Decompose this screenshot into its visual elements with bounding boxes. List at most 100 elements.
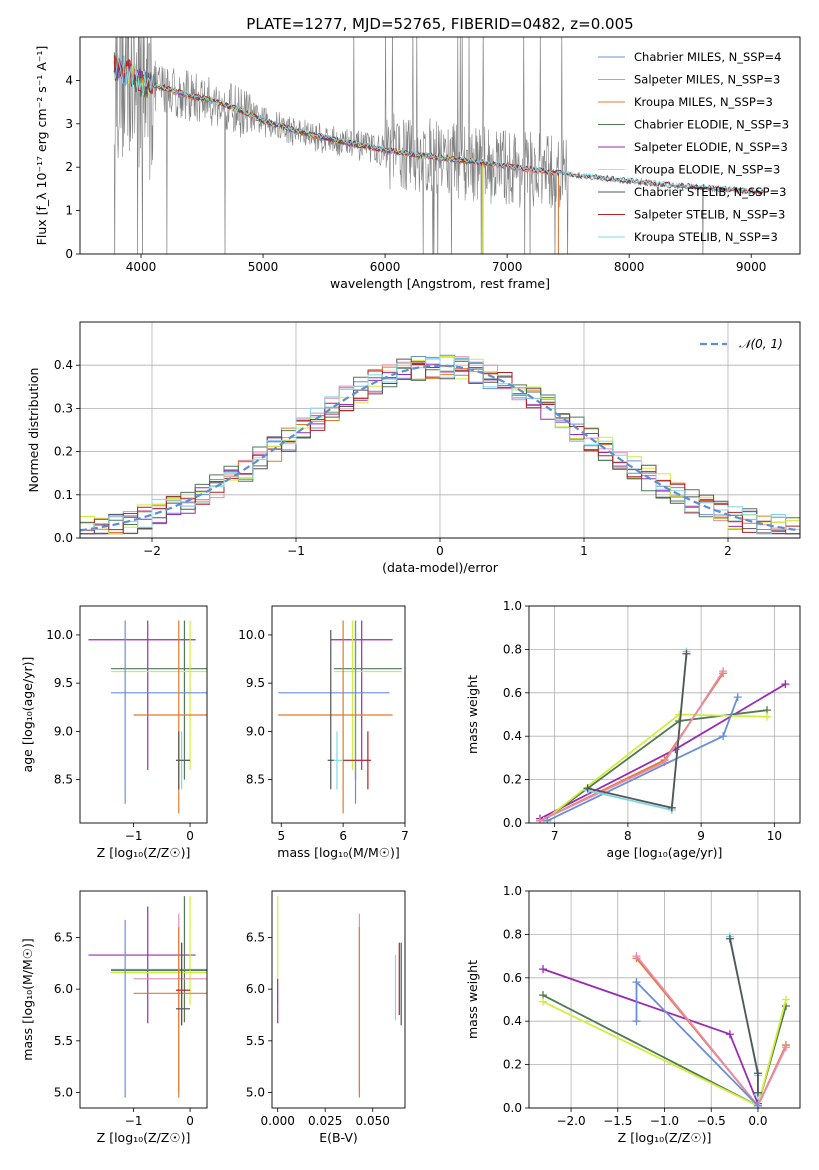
x-tick-label: 0.000 (261, 1114, 295, 1128)
weight-line-salpeter_elodie (539, 683, 786, 820)
y-tick-label: 0.1 (54, 488, 73, 502)
x-tick-label: 0 (186, 1114, 194, 1128)
panel-residuals: −2 −1 0 1 2 0.0 0.1 0.2 0.3 0.4 (data-model)/error… (26, 321, 801, 575)
axes-frame (528, 605, 801, 824)
weight-point-chabrier_stelib (753, 1088, 762, 1097)
axes-frame (79, 321, 801, 539)
y-tick-label: 4 (65, 73, 73, 87)
weight-line-chabrier_miles (635, 979, 759, 1107)
x-tick-label: −1 (125, 1114, 143, 1128)
weight-point-salpeter_miles (535, 816, 544, 823)
x-tick-label: 6000 (370, 260, 401, 274)
weight-point-salpeter_elodie (725, 1030, 734, 1039)
x-tick-label: 10 (767, 829, 782, 843)
x-tick-label: 8000 (614, 260, 645, 274)
y-tick-label: 1.0 (503, 884, 522, 898)
x-tick-label: −2.0 (556, 1114, 585, 1128)
y-tick-label: 10.0 (238, 628, 265, 642)
x-tick-label: 7 (551, 829, 559, 843)
weight-point-chabrier_stelib (725, 934, 734, 943)
panel-spectrum: 4000 5000 6000 7000 8000 9000 0 1 2 3 4 wavelength … (34, 36, 801, 291)
y-axis-label: age [log₁₀(age/yr)] (20, 657, 35, 773)
weight-point-chabrier_stelib (583, 784, 592, 793)
model-spectrum-salpeter_stelib (113, 55, 764, 195)
legend-label: Chabrier MILES, N_SSP=4 (634, 50, 781, 64)
x-tick-label: 0 (436, 544, 444, 558)
spectrum-legend: Chabrier MILES, N_SSP=4 Salpeter MILES, N… (598, 50, 789, 244)
weight-point-kroupa_elodie (781, 995, 790, 1004)
weight-point-chabrier_miles (632, 978, 641, 987)
legend-label: Kroupa ELODIE, N_SSP=3 (634, 163, 780, 177)
weight-point-salpeter_elodie (781, 680, 790, 689)
x-tick-label: 5000 (248, 260, 279, 274)
weight-line-salpeter_elodie (542, 968, 759, 1105)
y-tick-label: 0.0 (503, 1101, 522, 1115)
axes-frame (79, 890, 208, 1109)
y-tick-label: 5.5 (54, 1034, 73, 1048)
x-tick-label: 8 (624, 829, 632, 843)
y-tick-label: 0.0 (503, 816, 522, 830)
legend-label: Chabrier STELIB, N_SSP=3 (634, 185, 786, 199)
x-tick-label: 9000 (736, 260, 767, 274)
weight-point-kroupa_elodie (763, 712, 772, 721)
legend-label: Salpeter STELIB, N_SSP=3 (634, 208, 785, 222)
legend-label-normal: 𝒩(0, 1) (739, 337, 783, 351)
weight-point-salpeter_miles (719, 667, 728, 676)
axes-frame (79, 36, 801, 255)
weight-point-kroupa_elodie (675, 710, 684, 719)
axes-frame (271, 605, 406, 824)
y-tick-label: 9.5 (54, 676, 73, 690)
x-axis-label: wavelength [Angstrom, rest frame] (330, 276, 550, 291)
model-spectrum-kroupa_stelib (113, 54, 764, 194)
x-tick-label: 7000 (492, 260, 523, 274)
x-tick-label: −2 (143, 544, 161, 558)
x-tick-label: 7 (401, 829, 409, 843)
normal-curve (79, 364, 801, 532)
y-tick-label: 0.4 (54, 358, 73, 372)
y-tick-label: 0.4 (503, 729, 522, 743)
weight-point-chabrier_stelib (667, 803, 676, 812)
x-tick-label: 9 (697, 829, 705, 843)
axes-frame (271, 890, 406, 1109)
weight-line-chabrier_stelib (587, 653, 688, 809)
x-tick-label: −1 (287, 544, 305, 558)
y-tick-label: 0.6 (503, 686, 522, 700)
y-axis-label: mass [log₁₀(M/M☉)] (20, 938, 35, 1060)
y-tick-label: 6.0 (246, 982, 265, 996)
y-tick-label: 0.4 (503, 1014, 522, 1028)
x-axis-label: Z [log₁₀(Z/Z☉)] (97, 1130, 191, 1145)
panel-weight-vs-z: −2.0 −1.5 −1.0 −0.5 0.0 0.0 0.2 0.4 0.6 0.8 1.0 Z [… (465, 884, 801, 1145)
x-tick-label: −1.5 (603, 1114, 632, 1128)
x-tick-label: 0.050 (356, 1114, 390, 1128)
y-tick-label: 5.0 (246, 1086, 265, 1100)
y-tick-label: 0.2 (503, 773, 522, 787)
y-tick-label: 9.5 (246, 676, 265, 690)
y-axis-label: Normed distribution (26, 368, 41, 493)
histogram-chabrier_stelib (80, 358, 800, 535)
legend-label: Kroupa MILES, N_SSP=3 (634, 95, 773, 109)
x-axis-label: (data-model)/error (382, 560, 499, 575)
y-axis-label: mass weight (465, 960, 480, 1039)
y-tick-label: 0.8 (503, 642, 522, 656)
panel-age-vs-z: −1 0 8.5 9.0 9.5 10.0 Z [log₁₀(Z/Z☉)] age [log₁… (20, 605, 208, 860)
weight-point-chabrier_miles (719, 732, 728, 741)
weight-point-kroupa_elodie (539, 997, 548, 1006)
panel-mass-vs-ebv: 0.000 0.025 0.050 5.0 5.5 6.0 6.5 E(B-V) (246, 890, 406, 1145)
y-tick-label: 3 (65, 117, 73, 131)
y-tick-label: 0.2 (54, 445, 73, 459)
panel-weight-vs-age: 7 8 9 10 0.0 0.2 0.4 0.6 0.8 1.0 age [log₁₀(age/yr… (465, 599, 801, 860)
x-axis-label: age [log₁₀(age/yr)] (607, 845, 723, 860)
x-tick-label: −1.0 (650, 1114, 679, 1128)
y-tick-label: 1 (65, 204, 73, 218)
x-tick-label: 4000 (126, 260, 157, 274)
x-tick-label: −1 (125, 829, 143, 843)
axes-frame (79, 605, 208, 824)
legend-label: Salpeter MILES, N_SSP=3 (634, 73, 780, 87)
y-tick-label: 0 (65, 247, 73, 261)
weight-point-salpeter_miles (781, 1043, 790, 1052)
histogram-kroupa_stelib (80, 357, 800, 535)
weight-point-chabrier_miles (753, 1101, 762, 1108)
panel-age-vs-mass: 5 6 7 8.5 9.0 9.5 10.0 mass [log₁₀(M/M☉)] (238, 605, 409, 860)
x-tick-label: −0.5 (697, 1114, 726, 1128)
